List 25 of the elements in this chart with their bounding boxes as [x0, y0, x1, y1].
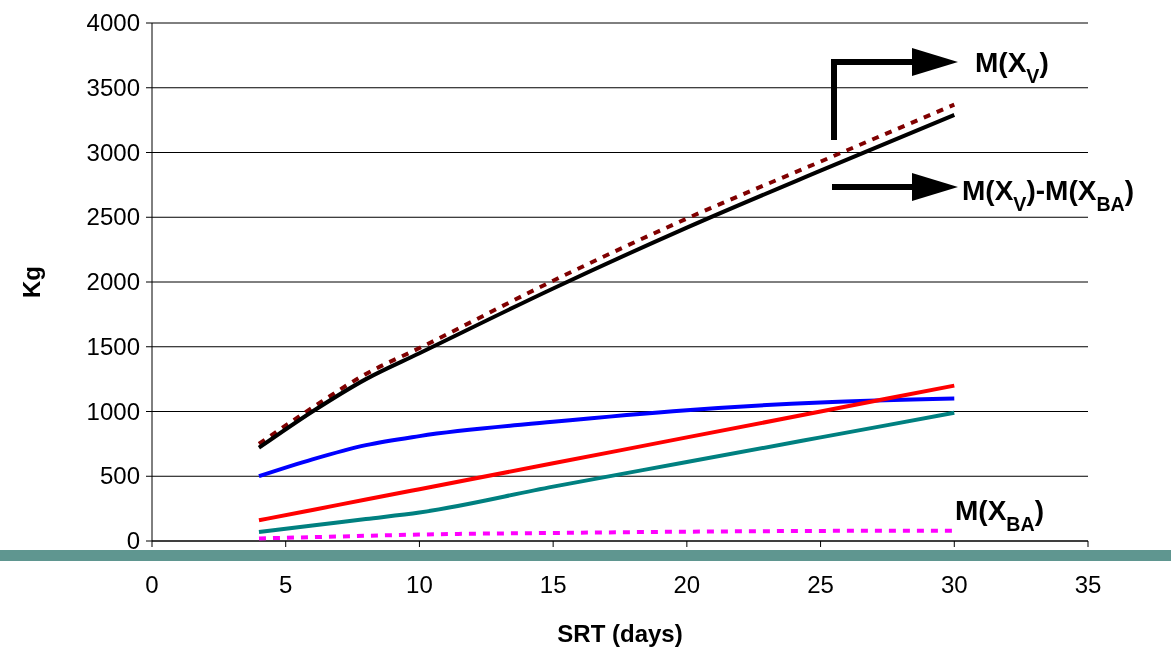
x-tick-label: 5 [279, 571, 293, 598]
line-series [256, 410, 957, 534]
line-series [256, 383, 957, 523]
x-tick-label: 30 [940, 571, 968, 598]
y-tick-label: 2500 [86, 203, 140, 231]
y-tick-label: 3500 [86, 73, 140, 101]
y-tick-label: 4000 [86, 9, 140, 36]
x-tick-label: 25 [807, 571, 834, 598]
annotation: M(X$_{V}$) [975, 47, 1049, 87]
y-tick-label: 0 [126, 527, 140, 554]
y-tick-label: 500 [99, 462, 140, 490]
y-tick-label: 3000 [86, 138, 140, 166]
x-tick-label: 0 [145, 571, 159, 598]
x-tick-label: 15 [539, 571, 567, 598]
y-tick-label: 1500 [86, 332, 140, 360]
line-series [256, 396, 957, 479]
x-axis-title: SRT (days) [557, 620, 683, 647]
x-tick-label: 35 [1074, 571, 1102, 598]
y-tick-label: 1000 [86, 397, 140, 425]
x-tick-label: 20 [673, 571, 701, 598]
annotation: M(X$_{BA}$) [955, 495, 1044, 535]
annotation: M(X$_{V}$)-M(X$_{BA}$) [962, 175, 1135, 215]
y-axis-title: Kg [18, 266, 45, 298]
x-tick-label: 10 [406, 571, 433, 598]
y-tick-label: 2000 [86, 268, 140, 295]
